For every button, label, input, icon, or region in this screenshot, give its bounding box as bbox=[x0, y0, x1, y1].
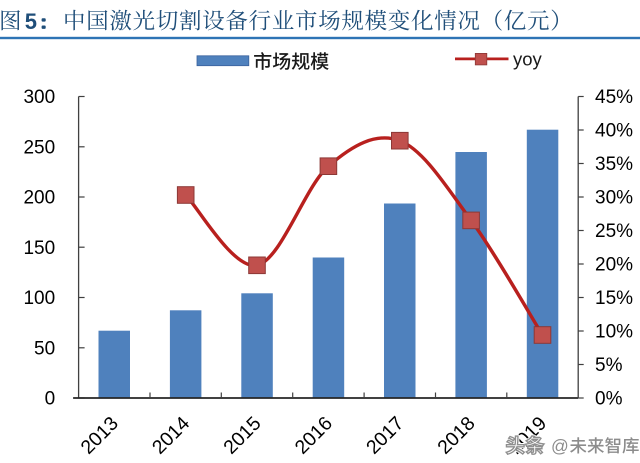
svg-text:150: 150 bbox=[23, 238, 55, 259]
svg-text:300: 300 bbox=[23, 87, 55, 108]
svg-text:35%: 35% bbox=[595, 154, 633, 175]
svg-text:20%: 20% bbox=[595, 255, 633, 276]
svg-text:10%: 10% bbox=[595, 322, 633, 343]
svg-text:50: 50 bbox=[34, 338, 55, 359]
svg-text:250: 250 bbox=[23, 137, 55, 158]
svg-text:yoy: yoy bbox=[513, 49, 543, 70]
svg-text:40%: 40% bbox=[595, 121, 633, 142]
svg-text:15%: 15% bbox=[595, 288, 633, 309]
svg-text:45%: 45% bbox=[595, 87, 633, 108]
svg-text:5: 5 bbox=[25, 9, 37, 34]
svg-text:200: 200 bbox=[23, 188, 55, 209]
svg-text:25%: 25% bbox=[595, 221, 633, 242]
svg-text:@: @ bbox=[551, 436, 569, 456]
svg-text:5%: 5% bbox=[595, 355, 623, 376]
svg-text:100: 100 bbox=[23, 288, 55, 309]
svg-text:0: 0 bbox=[45, 389, 56, 410]
svg-text:0%: 0% bbox=[595, 389, 623, 410]
svg-text:30%: 30% bbox=[595, 188, 633, 209]
